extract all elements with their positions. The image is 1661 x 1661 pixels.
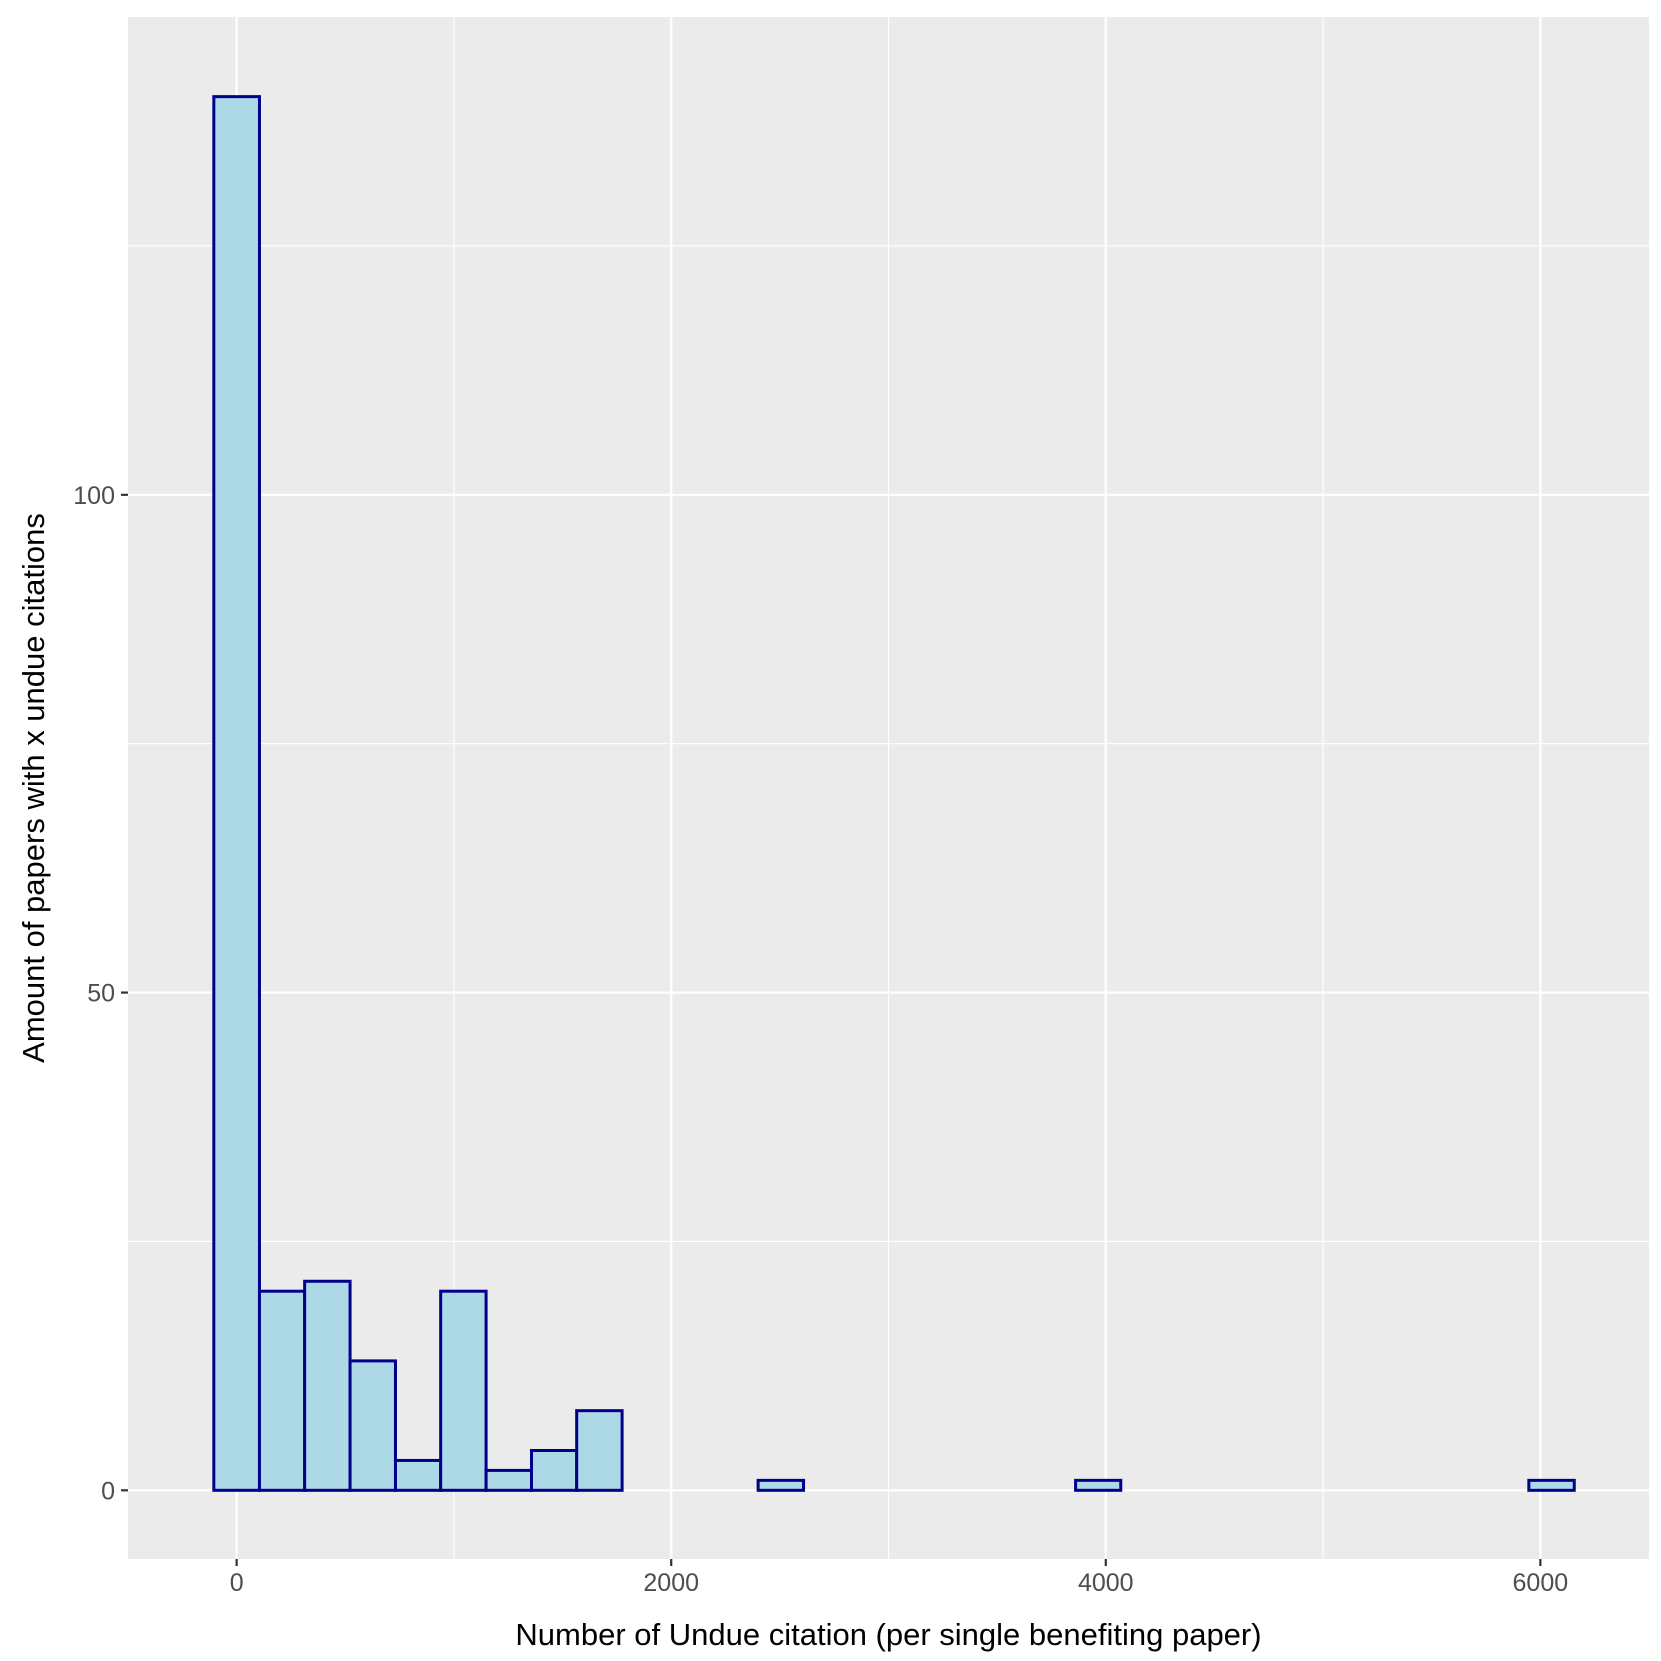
histogram-bars	[212, 95, 1576, 1492]
histogram-bar	[484, 1468, 533, 1492]
histogram-bar	[257, 1289, 307, 1492]
y-tick-label: 100	[73, 482, 115, 510]
x-tick-label: 6000	[1513, 1569, 1569, 1597]
y-tick-label: 50	[87, 980, 115, 1008]
histogram-bar	[348, 1359, 397, 1492]
x-tick-label: 0	[230, 1569, 244, 1597]
histogram-bar	[1527, 1478, 1576, 1492]
y-axis-title: Amount of papers with x undue citations	[16, 513, 51, 1063]
y-axis: 0 50 100	[73, 482, 128, 1505]
histogram-bar	[439, 1289, 488, 1492]
x-tick-label: 2000	[643, 1569, 699, 1597]
x-axis: 0 2000 4000 6000	[230, 1559, 1568, 1597]
y-tick-label: 0	[101, 1477, 115, 1505]
histogram-bar	[303, 1279, 352, 1492]
x-axis-title: Number of Undue citation (per single ben…	[515, 1617, 1261, 1652]
histogram-bar	[756, 1478, 806, 1492]
x-tick-label: 4000	[1078, 1569, 1134, 1597]
histogram-bar	[212, 95, 261, 1492]
minor-gridlines	[128, 17, 1649, 1559]
histogram-bar	[393, 1458, 443, 1492]
histogram-bar	[1074, 1478, 1123, 1492]
histogram-bar	[529, 1448, 579, 1492]
histogram-bar	[575, 1409, 624, 1492]
